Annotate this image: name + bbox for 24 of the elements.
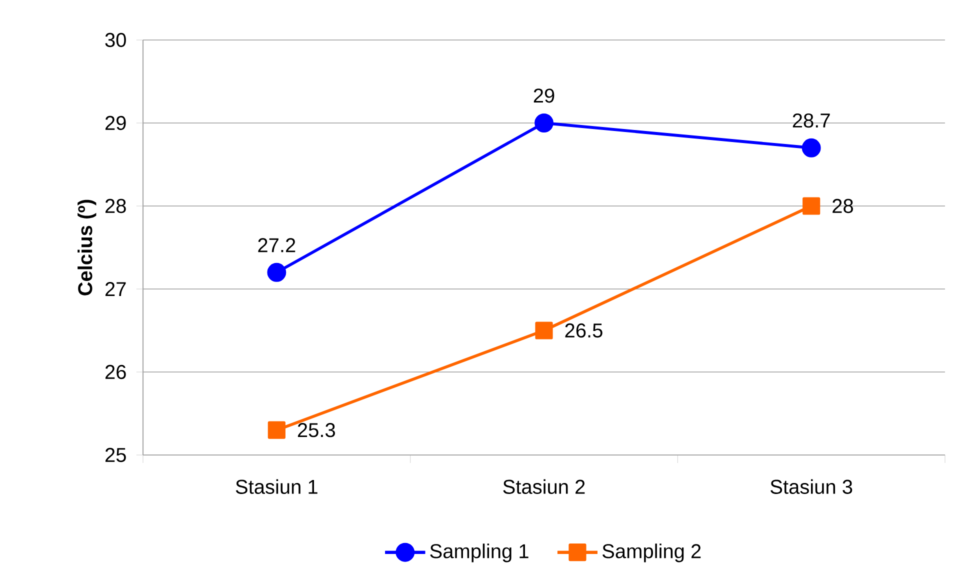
- y-axis-title: Celcius (º): [78, 200, 96, 296]
- data-label: 28: [832, 198, 853, 214]
- point: [268, 421, 286, 439]
- y-tick-label: 29: [105, 116, 126, 130]
- y-tick-label: 27: [105, 282, 126, 296]
- legend-label: Sampling 1: [430, 544, 528, 562]
- y-tick-label: 28: [105, 198, 126, 214]
- y-tick-label: 30: [105, 32, 126, 48]
- data-label: 27.2: [258, 238, 296, 252]
- data-label: 28.7: [792, 113, 830, 128]
- y-tick-label: 25: [105, 448, 126, 462]
- point: [535, 322, 553, 340]
- point: [534, 114, 554, 132]
- x-tick-label: Stasiun 1: [236, 479, 318, 494]
- data-label: 25.3: [298, 423, 335, 438]
- x-tick-label: Stasiun 3: [770, 479, 852, 494]
- x-tick-label: Stasiun 2: [503, 479, 585, 494]
- data-label: 29: [534, 88, 554, 103]
- point: [802, 138, 821, 158]
- data-label: 26.5: [565, 323, 602, 338]
- legend-label: Sampling 2: [602, 544, 701, 562]
- point: [802, 197, 820, 215]
- point: [267, 262, 286, 282]
- y-tick-label: 26: [105, 364, 126, 380]
